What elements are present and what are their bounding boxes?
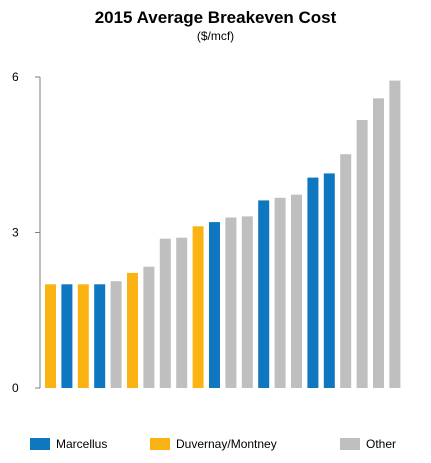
bar bbox=[241, 216, 253, 388]
bar bbox=[110, 281, 122, 388]
y-tick-label: 6 bbox=[12, 70, 19, 84]
bar bbox=[340, 154, 352, 388]
bar bbox=[209, 222, 220, 388]
legend-label: Marcellus bbox=[56, 437, 108, 451]
bar bbox=[127, 272, 138, 388]
bar bbox=[258, 200, 270, 388]
bar bbox=[159, 238, 171, 388]
bar bbox=[61, 284, 73, 388]
bar bbox=[323, 173, 335, 388]
bar bbox=[45, 284, 56, 388]
legend-item: Duvernay/Montney bbox=[150, 437, 277, 451]
chart-title: 2015 Average Breakeven Cost bbox=[94, 8, 337, 27]
bar bbox=[77, 284, 89, 388]
y-tick-label: 0 bbox=[12, 381, 19, 395]
y-tick-label: 3 bbox=[12, 226, 19, 240]
bar bbox=[94, 284, 106, 388]
bar-chart: 0 3 6 bbox=[12, 70, 401, 395]
bar bbox=[143, 266, 155, 388]
bar bbox=[225, 217, 237, 388]
legend-swatch bbox=[150, 438, 170, 450]
bar bbox=[274, 197, 286, 388]
bar bbox=[192, 226, 204, 388]
legend-swatch bbox=[30, 438, 50, 450]
legend-item: Marcellus bbox=[30, 437, 107, 451]
y-axis: 0 3 6 bbox=[12, 70, 41, 395]
bar bbox=[356, 120, 368, 388]
legend: Marcellus Duvernay/Montney Other bbox=[30, 437, 430, 455]
bar bbox=[291, 194, 302, 388]
legend-label: Other bbox=[366, 437, 397, 451]
chart-subtitle: ($/mcf) bbox=[196, 29, 235, 43]
bar bbox=[389, 80, 401, 388]
bar bbox=[176, 237, 188, 388]
bar bbox=[373, 98, 384, 389]
bar bbox=[307, 177, 319, 388]
legend-label: Duvernay/Montney bbox=[176, 437, 277, 451]
legend-swatch bbox=[340, 438, 360, 450]
legend-item: Other bbox=[340, 437, 396, 451]
bars bbox=[45, 80, 401, 389]
